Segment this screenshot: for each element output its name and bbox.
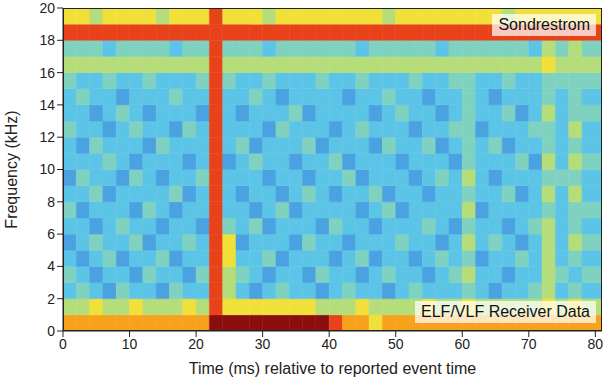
svg-text:10: 10 [39, 161, 55, 177]
svg-text:Time (ms) relative to reported: Time (ms) relative to reported event tim… [189, 360, 477, 377]
svg-text:0: 0 [47, 323, 55, 339]
svg-text:14: 14 [39, 97, 55, 113]
svg-text:2: 2 [47, 291, 55, 307]
svg-text:10: 10 [122, 336, 138, 352]
svg-text:60: 60 [454, 336, 470, 352]
svg-text:70: 70 [521, 336, 537, 352]
html-text:Sondrestrom: Sondrestrom [498, 16, 590, 33]
svg-text:4: 4 [47, 258, 55, 274]
svg-text:12: 12 [39, 129, 55, 145]
svg-text:18: 18 [39, 32, 55, 48]
svg-text:50: 50 [388, 336, 404, 352]
html-text:ELF/VLF Receiver Data: ELF/VLF Receiver Data [421, 303, 590, 320]
svg-text:8: 8 [47, 194, 55, 210]
svg-text:20: 20 [188, 336, 204, 352]
svg-text:0: 0 [59, 336, 67, 352]
svg-text:6: 6 [47, 226, 55, 242]
svg-text:80: 80 [588, 336, 604, 352]
svg-text:Frequency (kHz): Frequency (kHz) [3, 110, 20, 228]
svg-text:20: 20 [39, 0, 55, 16]
svg-text:40: 40 [321, 336, 337, 352]
svg-text:16: 16 [39, 65, 55, 81]
svg-text:30: 30 [255, 336, 271, 352]
